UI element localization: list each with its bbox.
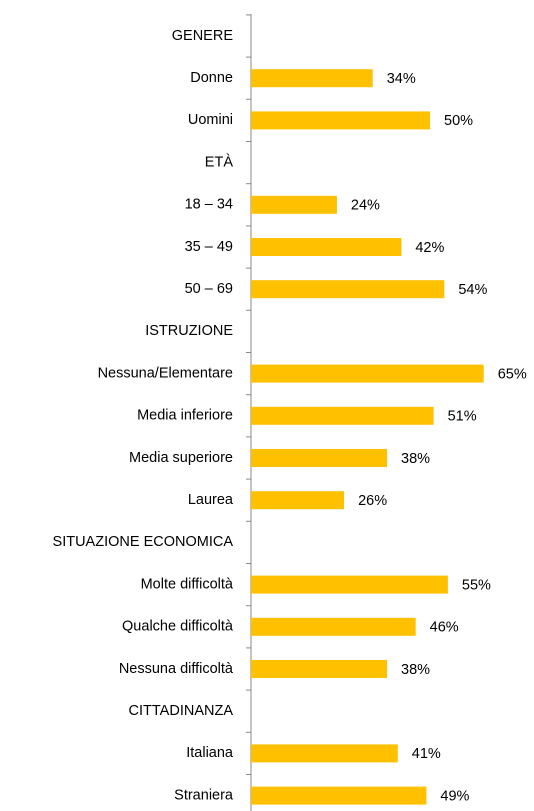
value-label: 24% [351, 198, 380, 214]
category-label: SITUAZIONE ECONOMICA [53, 534, 234, 550]
value-label: 38% [401, 451, 430, 467]
category-label: Nessuna difficoltà [119, 661, 234, 677]
bar [251, 406, 434, 425]
bar [251, 617, 416, 636]
category-label: GENERE [172, 28, 234, 44]
value-label: 50% [444, 113, 473, 129]
bar [251, 744, 398, 763]
category-label: Media superiore [129, 450, 233, 466]
bar [251, 449, 388, 467]
bar [251, 69, 373, 88]
bar [251, 786, 427, 805]
bar [251, 491, 345, 510]
bar [251, 364, 484, 383]
value-label: 38% [401, 662, 430, 678]
category-label: Molte difficoltà [141, 576, 234, 592]
category-label: Uomini [188, 112, 233, 128]
category-label: ETÀ [205, 153, 234, 170]
value-label: 54% [458, 282, 487, 298]
category-label: ISTRUZIONE [145, 323, 233, 339]
category-label: 18 – 34 [185, 197, 233, 213]
value-label: 26% [358, 493, 387, 509]
category-label: CITTADINANZA [129, 703, 234, 719]
category-label: 50 – 69 [185, 281, 233, 297]
value-label: 46% [430, 620, 459, 636]
value-label: 49% [440, 788, 469, 804]
value-label: 55% [462, 577, 491, 593]
category-label: Media inferiore [137, 408, 233, 424]
category-label: Qualche difficoltà [122, 619, 234, 635]
bar [251, 111, 430, 130]
value-label: 34% [387, 71, 416, 87]
category-label: Nessuna/Elementare [98, 365, 233, 381]
category-label: Donne [190, 70, 233, 86]
value-label: 65% [498, 366, 527, 382]
bar [251, 660, 388, 678]
bar [251, 195, 337, 214]
bar [251, 280, 445, 299]
category-label: Laurea [188, 492, 234, 508]
category-label: Italiana [186, 745, 234, 761]
bar [251, 238, 402, 256]
value-label: 42% [415, 240, 444, 256]
category-label: 35 – 49 [185, 239, 233, 255]
value-label: 41% [412, 746, 441, 762]
bar [251, 575, 448, 594]
category-label: Straniera [174, 787, 234, 803]
value-label: 51% [448, 409, 477, 425]
